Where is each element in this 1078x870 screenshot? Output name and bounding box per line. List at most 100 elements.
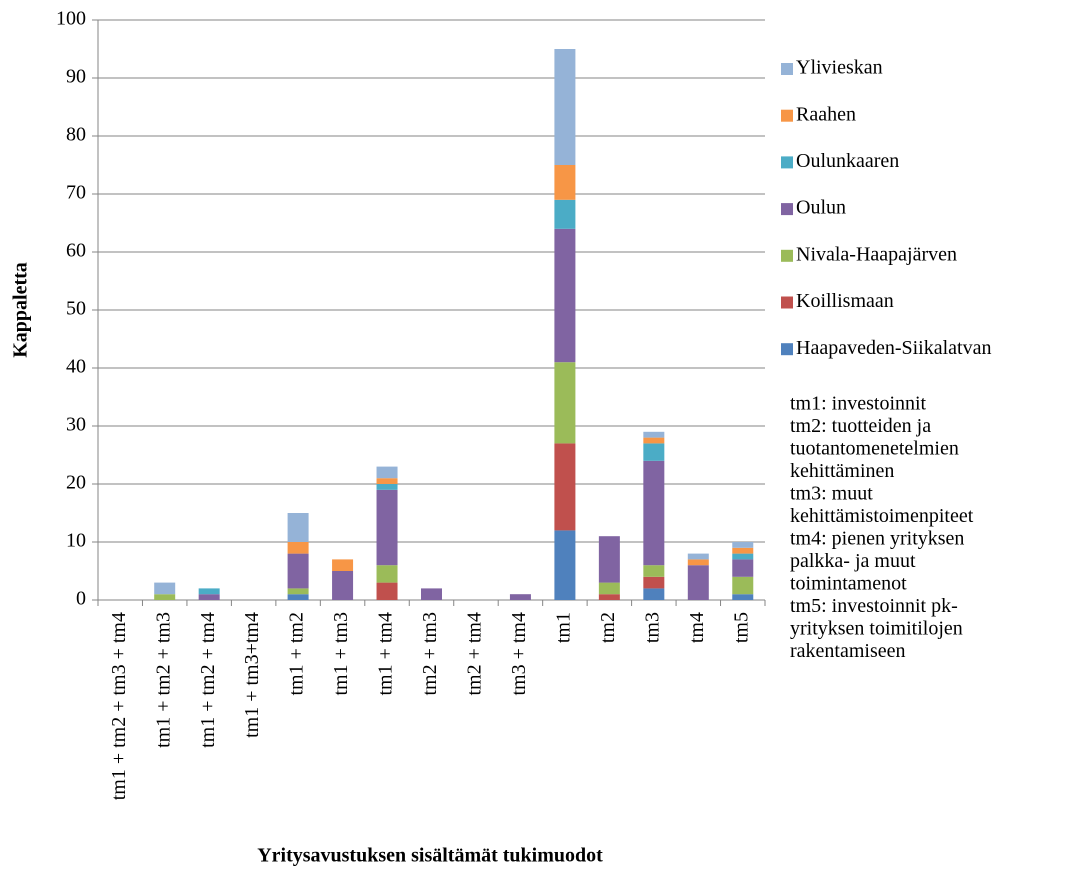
x-tick-label: tm2	[597, 612, 619, 643]
legend-label: Raahen	[796, 103, 856, 125]
y-tick-label: 60	[66, 240, 86, 262]
x-tick-label: tm1 + tm2 + tm4	[197, 612, 219, 748]
bar-segment	[287, 513, 309, 542]
x-tick-label: tm3	[641, 612, 663, 643]
bar-segment	[687, 559, 709, 566]
bar-segment	[598, 582, 620, 595]
bar-segment	[687, 565, 709, 600]
legend-label: Oulun	[796, 197, 846, 219]
legend-label: Ylivieskan	[796, 57, 883, 79]
bar-segment	[287, 594, 309, 600]
x-tick-label: tm4	[686, 612, 708, 643]
bar-segment	[421, 588, 442, 600]
note-line: palkka- ja muut	[790, 550, 916, 572]
bar-segment	[554, 362, 576, 444]
bar-segment	[154, 582, 176, 595]
x-tick-label: tm1 + tm3+tm4	[241, 612, 263, 738]
bar-segment	[509, 594, 531, 600]
note-line: yrityksen toimitilojen	[790, 618, 963, 640]
y-tick-label: 50	[66, 298, 86, 320]
bar-segment	[376, 565, 398, 583]
bar-segment	[554, 165, 576, 200]
bar-segment	[732, 547, 754, 554]
bar-segment	[643, 437, 665, 444]
bar-segment	[154, 594, 176, 600]
note-line: kehittämistoimenpiteet	[790, 505, 974, 527]
bar-segment	[732, 553, 754, 560]
y-tick-label: 0	[76, 588, 86, 610]
note-line: tm4: pienen yrityksen	[790, 528, 964, 550]
note-line: tm5: investoinnit pk-	[790, 595, 958, 617]
y-tick-label: 80	[66, 124, 86, 146]
note-line: toimintamenot	[790, 573, 907, 595]
bar-segment	[732, 594, 754, 600]
legend-swatch	[781, 156, 793, 169]
bar-segment	[198, 594, 220, 600]
note-line: tuotantomenetelmien	[790, 438, 959, 460]
x-tick-label: tm3 + tm4	[508, 612, 530, 696]
bar-segment	[554, 199, 576, 229]
legend-swatch	[781, 249, 793, 262]
y-tick-label: 70	[66, 182, 86, 204]
legend-swatch	[781, 343, 793, 356]
x-tick-label: tm1 + tm3	[330, 612, 352, 696]
legend-swatch	[781, 109, 793, 122]
note-line: tm3: muut	[790, 483, 873, 505]
bar-segment	[643, 443, 665, 461]
note-line: tm2: tuotteiden ja	[790, 415, 931, 437]
bar-segment	[376, 484, 398, 490]
note-line: rakentamiseen	[790, 640, 906, 662]
y-tick-label: 30	[66, 414, 86, 436]
bar-segment	[376, 489, 398, 566]
legend-swatch	[781, 203, 793, 216]
bar-segment	[554, 530, 576, 600]
bar-segment	[732, 576, 754, 595]
legend-label: Nivala-Haapajärven	[796, 243, 957, 265]
y-tick-label: 90	[66, 66, 86, 88]
legend-swatch	[781, 296, 793, 309]
bar-segment	[643, 576, 665, 589]
bar-segment	[732, 559, 754, 577]
x-tick-label: tm2 + tm3	[419, 612, 441, 696]
bar-segment	[287, 588, 309, 595]
bar-segment	[332, 571, 354, 600]
bar-segment	[687, 553, 709, 560]
bar-segment	[376, 478, 398, 484]
x-tick-label: tm1	[552, 612, 574, 643]
bar-segment	[376, 582, 398, 600]
bar-segment	[598, 594, 620, 600]
bar-segment	[198, 588, 220, 595]
bar-segment	[554, 228, 576, 363]
x-tick-label: tm5	[730, 612, 752, 643]
x-tick-label: tm1 + tm2 + tm3	[152, 612, 174, 748]
bar-segment	[643, 565, 665, 577]
legend-label: Haapaveden-Siikalatvan	[796, 337, 991, 359]
bar-segment	[554, 49, 576, 165]
x-tick-label: tm1 + tm4	[375, 612, 397, 696]
bar-segment	[598, 536, 620, 583]
x-tick-label: tm2 + tm4	[464, 612, 486, 696]
bar-segment	[643, 588, 665, 600]
bar-segment	[287, 542, 309, 554]
note-line: tm1: investoinnit	[790, 393, 927, 415]
note-line: kehittäminen	[790, 460, 894, 482]
y-axis-title: Kappaletta	[10, 262, 32, 358]
bar-segment	[554, 443, 576, 531]
legend-swatch	[781, 63, 793, 75]
y-tick-label: 40	[66, 356, 86, 378]
x-tick-label: tm1 + tm2	[286, 612, 308, 696]
bar-segment	[287, 553, 309, 589]
y-tick-label: 100	[56, 8, 86, 30]
x-tick-label: tm1 + tm2 + tm3 + tm4	[108, 612, 130, 800]
bar-segment	[376, 466, 398, 479]
y-tick-label: 20	[66, 472, 86, 494]
bar-segment	[732, 542, 754, 548]
bar-segment	[643, 460, 665, 566]
legend-label: Oulunkaaren	[796, 150, 899, 172]
x-axis-title: Yritysavustuksen sisältämät tukimuodot	[257, 845, 603, 867]
bar-segment	[643, 431, 665, 438]
legend-label: Koillismaan	[796, 290, 894, 312]
bar-segment	[332, 559, 354, 571]
y-tick-label: 10	[66, 530, 86, 552]
